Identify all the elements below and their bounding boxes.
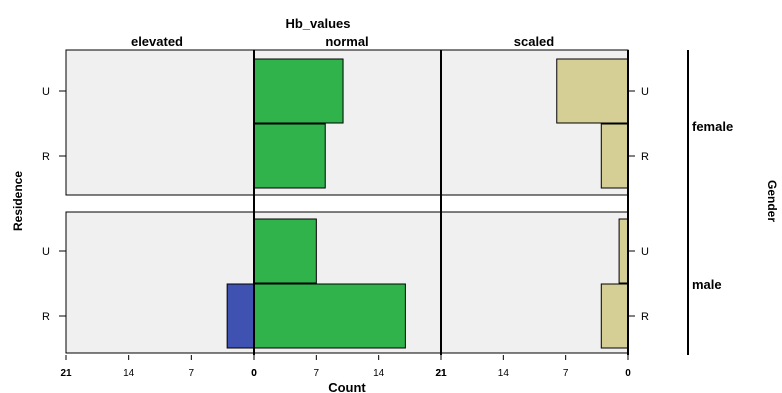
x-tick-label: 0 [251, 368, 257, 379]
row-label-male: male [692, 277, 722, 292]
y-tick-label-left: R [42, 311, 50, 323]
x-tick-label: 0 [625, 368, 631, 379]
bar-female-R-normal [253, 123, 326, 189]
y-axis-label: Residence [11, 171, 25, 231]
facet-dividers [253, 50, 629, 355]
x-tick-label: 7 [189, 368, 195, 379]
x-tick-label: 0 [251, 368, 257, 379]
row-label-female: female [692, 119, 733, 134]
bar-male-R-elevated [226, 283, 255, 349]
bar-male-U-normal [253, 218, 317, 284]
column-label-scaled: scaled [514, 34, 555, 49]
gender-facet-label: Gender [765, 180, 779, 222]
y-tick-label-right: U [641, 86, 649, 98]
x-tick-label: 14 [373, 368, 385, 379]
panel-female [65, 49, 629, 196]
bar-male-R-normal [253, 283, 406, 349]
y-tick-label-left: U [42, 86, 50, 98]
column-label-elevated: elevated [131, 34, 183, 49]
y-tick-label-left: U [42, 246, 50, 258]
bar-female-U-scaled [556, 58, 629, 124]
bar-male-U-scaled [618, 218, 629, 284]
bar-marks [226, 58, 629, 349]
y-tick-label-right: R [641, 151, 649, 163]
x-tick-label: 14 [123, 368, 135, 379]
bar-female-R-scaled [600, 123, 629, 189]
x-tick-label: 21 [60, 368, 72, 379]
x-tick-label: 7 [314, 368, 320, 379]
x-axis-label: Count [328, 380, 366, 393]
chart-title: Hb_values [285, 16, 350, 31]
y-tick-label-right: R [641, 311, 649, 323]
x-tick-label: 21 [435, 368, 447, 379]
bar-male-R-scaled [600, 283, 629, 349]
y-tick-label-right: U [641, 246, 649, 258]
tick-marks [59, 90, 635, 360]
y-tick-label-left: R [42, 151, 50, 163]
x-tick-label: 21 [435, 368, 447, 379]
x-tick-label: 7 [563, 368, 569, 379]
bar-female-U-normal [253, 58, 344, 124]
x-tick-label: 14 [498, 368, 510, 379]
column-label-normal: normal [325, 34, 368, 49]
